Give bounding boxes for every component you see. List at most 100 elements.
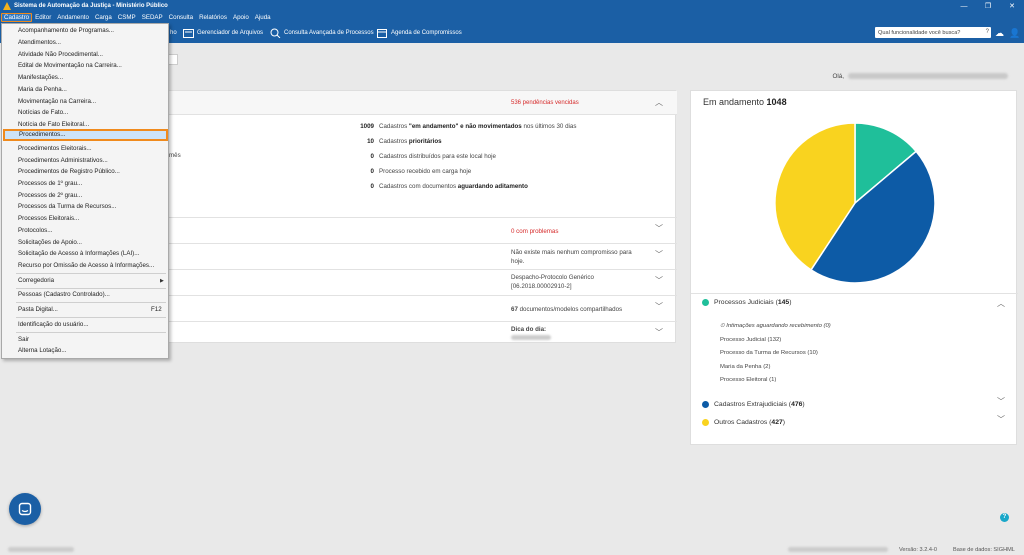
menu-item[interactable]: Movimentação na Carreira... xyxy=(18,98,97,105)
chevron-down-icon[interactable]: ﹀ xyxy=(655,224,663,233)
shared-docs-row[interactable]: 67 documentos/modelos compartilhados ﹀ xyxy=(169,295,677,321)
chevron-down-icon[interactable]: ﹀ xyxy=(997,415,1005,424)
legend-outros-cadastros[interactable]: Outros Cadastros (427) xyxy=(702,419,785,426)
menu-item-identificacao[interactable]: Identificação do usuário... xyxy=(18,321,89,328)
in-progress-card: Em andamento 1048 Processos Judiciais (1… xyxy=(690,90,1018,445)
menu-item[interactable]: Maria da Penha... xyxy=(18,86,67,93)
chevron-down-icon[interactable]: ﹀ xyxy=(655,328,663,337)
toolbar-file-manager[interactable]: Gerenciador de Arquivos xyxy=(183,23,263,43)
stat-row[interactable]: 0 Cadastros distribuídos para este local… xyxy=(371,153,496,160)
menu-ajuda[interactable]: Ajuda xyxy=(254,14,271,21)
legend-count: 145 xyxy=(777,299,790,306)
menu-cadastro[interactable]: Cadastro xyxy=(1,13,33,22)
chevron-up-icon[interactable]: ︿ xyxy=(655,98,663,107)
menu-item-pasta-digital[interactable]: Pasta Digital... xyxy=(18,306,58,313)
chevron-down-icon[interactable]: ﹀ xyxy=(997,397,1005,406)
chevron-down-icon[interactable]: ﹀ xyxy=(655,250,663,259)
menu-item[interactable]: Processos de 1º grau... xyxy=(18,180,83,187)
sub-item[interactable]: Processo Judicial (132) xyxy=(720,337,782,343)
submenu-arrow-icon: ▶ xyxy=(160,278,164,284)
problems-row[interactable]: 0 com problemas ﹀ xyxy=(169,217,677,243)
menu-item[interactable]: Manifestações... xyxy=(18,74,64,81)
menu-item-procedimentos[interactable]: Procedimentos... xyxy=(3,129,168,141)
close-icon[interactable]: ✕ xyxy=(1009,3,1015,10)
sub-item[interactable]: ⏲ Intimações aguardando recebimento (0) xyxy=(720,323,831,330)
pie-slice-cadastros-extrajudiciais[interactable] xyxy=(810,150,936,284)
pie-slice-outros-cadastros[interactable] xyxy=(774,122,856,271)
menu-item[interactable]: Processos Eleitorais... xyxy=(18,215,80,222)
stat-row[interactable]: 1009 Cadastros "em andamento" e não movi… xyxy=(360,123,576,130)
sub-item-label: Intimações aguardando recebimento (0) xyxy=(726,323,831,329)
menu-item-corregedoria[interactable]: Corregedoria xyxy=(18,277,55,284)
legend-cadastros-extrajudiciais[interactable]: Cadastros Extrajudiciais (476) xyxy=(702,401,805,408)
menu-item[interactable]: Protocolos... xyxy=(18,227,53,234)
chevron-up-icon[interactable]: ︿ xyxy=(997,299,1005,308)
document-row[interactable]: Despacho-Protocolo Genérico [06.2018.000… xyxy=(169,269,677,295)
help-icon[interactable]: ? xyxy=(1000,513,1009,522)
menu-apoio[interactable]: Apoio xyxy=(232,14,249,21)
menu-carga[interactable]: Carga xyxy=(94,14,112,21)
menu-item[interactable]: Solicitação de Acesso à Informações (LAI… xyxy=(18,250,140,257)
window-title: Sistema de Automação da Justiça - Minist… xyxy=(14,3,168,9)
menu-item[interactable]: Acompanhamento de Programas... xyxy=(18,27,114,34)
toolbar-agenda[interactable]: Agenda de Compromissos xyxy=(377,23,462,43)
minimize-icon[interactable]: — xyxy=(960,2,968,10)
cadastro-dropdown-menu: Acompanhamento de Programas... Atendimen… xyxy=(1,23,169,359)
stat-row[interactable]: 10 Cadastros prioritários xyxy=(367,138,441,145)
stat-row[interactable]: 0 Cadastros com documentos aguardando ad… xyxy=(371,183,528,190)
pie-slice-processos-judiciais[interactable] xyxy=(854,122,918,205)
tip-redacted xyxy=(511,335,551,340)
menu-item-pessoas[interactable]: Pessoas (Cadastro Controlado)... xyxy=(18,291,110,298)
sub-input-fragment[interactable] xyxy=(168,54,178,65)
feature-search-placeholder: Qual funcionalidade você busca? xyxy=(878,29,961,36)
menu-item-sair[interactable]: Sair xyxy=(18,336,30,343)
database-label: Base de dados: SIGHML xyxy=(953,547,1015,553)
agenda-row[interactable]: Não existe mais nenhum compromisso para … xyxy=(169,243,677,269)
menu-item[interactable]: Recurso por Omissão de Acesso à Informaç… xyxy=(18,262,155,269)
toolbar-advanced-search[interactable]: Consulta Avançada de Processos xyxy=(270,23,374,43)
menu-item[interactable]: Atendimentos... xyxy=(18,39,61,46)
menu-item-alterna[interactable]: Alterna Lotação... xyxy=(18,347,67,354)
menu-item[interactable]: Edital de Movimentação na Carreira... xyxy=(18,62,122,69)
chevron-down-icon[interactable]: ﹀ xyxy=(655,302,663,311)
feature-search-input[interactable]: Qual funcionalidade você busca? ? xyxy=(875,27,991,38)
menu-item[interactable]: Procedimentos Administrativos... xyxy=(18,157,108,164)
summary-header[interactable]: 536 pendências vencidas ︿ xyxy=(169,91,677,115)
menu-item[interactable]: Processos da Turma de Recursos... xyxy=(18,203,117,210)
tip-label: Dica do dia: xyxy=(511,326,547,333)
menu-csmp[interactable]: CSMP xyxy=(117,14,136,21)
menu-relatorios[interactable]: Relatórios xyxy=(199,14,227,21)
cloud-upload-icon[interactable]: ☁ xyxy=(995,28,1004,38)
tip-row[interactable]: Dica do dia: ﹀ xyxy=(169,321,677,343)
status-middle-redacted xyxy=(788,547,888,552)
stat-row[interactable]: 0 Processo recebido em carga hoje xyxy=(371,168,472,175)
menu-item[interactable]: Solicitações de Apoio... xyxy=(18,239,82,246)
restore-icon[interactable]: ❐ xyxy=(984,3,992,10)
menu-item[interactable]: Processos de 2º grau... xyxy=(18,192,83,199)
menu-editor[interactable]: Editor xyxy=(35,14,52,21)
chevron-down-icon[interactable]: ﹀ xyxy=(655,276,663,285)
menu-sedap[interactable]: SEDAP xyxy=(141,14,163,21)
menu-separator xyxy=(16,288,166,289)
menu-item[interactable]: Notícias de Fato... xyxy=(18,109,69,116)
pendencias-link[interactable]: 536 pendências vencidas xyxy=(511,100,579,106)
sub-item[interactable]: Processo da Turma de Recursos (10) xyxy=(720,350,818,356)
menu-consulta[interactable]: Consulta xyxy=(168,14,194,21)
chat-icon[interactable] xyxy=(9,493,41,525)
menu-andamento[interactable]: Andamento xyxy=(57,14,89,21)
hidden-row-fragment: mês xyxy=(169,152,181,159)
menu-item[interactable]: Procedimentos de Registro Público... xyxy=(18,168,120,175)
toolbar-partial-label[interactable]: ho xyxy=(170,30,177,36)
menu-item[interactable]: Atividade Não Procedimental... xyxy=(18,51,103,58)
sub-item[interactable]: Processo Eleitoral (1) xyxy=(720,377,777,383)
legend-processos-judiciais[interactable]: Processos Judiciais (145) xyxy=(702,299,791,306)
question-icon[interactable]: ? xyxy=(985,29,989,35)
title-bar: Sistema de Automação da Justiça - Minist… xyxy=(0,0,1024,12)
shortcut-label: F12 xyxy=(151,306,162,313)
menu-item[interactable]: Procedimentos Eleitorais... xyxy=(18,145,92,152)
user-icon[interactable]: 👤 xyxy=(1009,28,1021,38)
shared-docs-count: 67 xyxy=(511,306,518,313)
menu-item[interactable]: Notícia de Fato Eleitoral... xyxy=(18,121,90,128)
toolbar-agenda-label: Agenda de Compromissos xyxy=(391,30,462,36)
sub-item[interactable]: Maria da Penha (2) xyxy=(720,364,771,370)
